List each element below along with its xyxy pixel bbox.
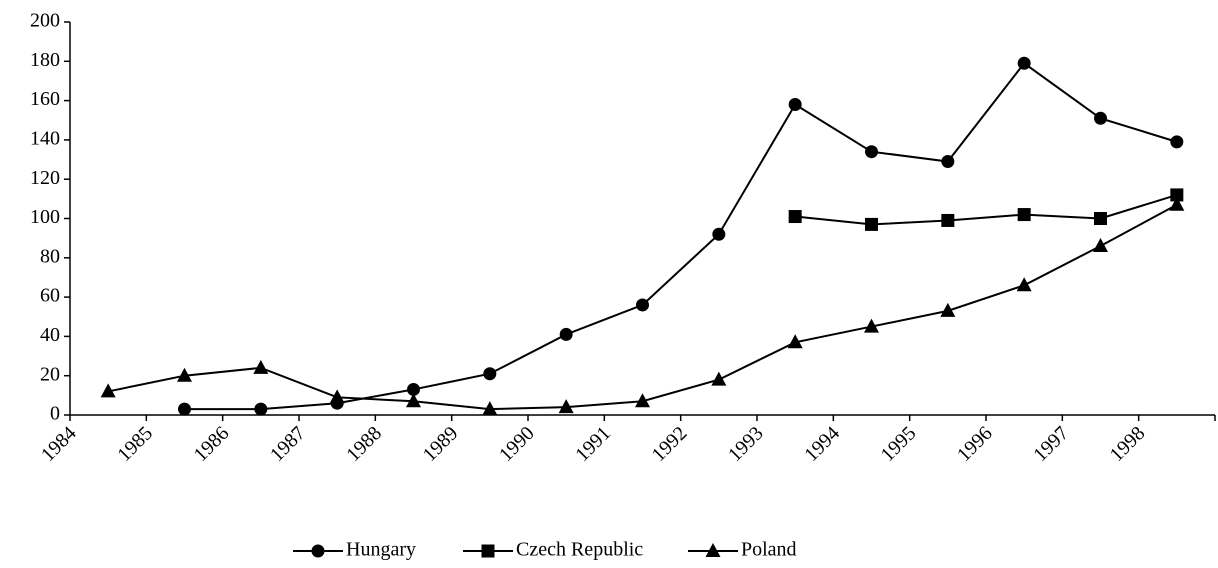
y-tick-label: 20 <box>40 363 60 385</box>
marker <box>100 383 116 398</box>
x-tick-label: 1985 <box>113 422 157 466</box>
legend-label: Czech Republic <box>516 539 643 561</box>
marker <box>559 327 573 341</box>
marker <box>635 393 650 408</box>
marker <box>705 543 721 557</box>
marker <box>941 213 955 227</box>
legend-label: Hungary <box>346 539 416 561</box>
marker <box>329 389 345 404</box>
y-tick-label: 80 <box>40 245 60 267</box>
marker <box>178 402 191 416</box>
marker <box>407 382 420 396</box>
x-tick-label: 1988 <box>342 422 386 466</box>
x-tick-label: 1993 <box>724 422 768 466</box>
marker <box>406 393 421 408</box>
marker <box>788 210 802 224</box>
marker <box>177 367 192 382</box>
x-tick-label: 1992 <box>648 422 692 466</box>
x-tick-label: 1995 <box>877 422 921 466</box>
marker <box>1170 188 1184 202</box>
marker <box>1169 196 1185 211</box>
x-tick-label: 1998 <box>1106 422 1150 466</box>
marker <box>941 155 955 169</box>
marker <box>712 227 726 241</box>
y-tick-label: 200 <box>30 10 60 32</box>
x-tick-label: 1994 <box>800 422 844 466</box>
x-tick-label: 1997 <box>1029 422 1073 466</box>
y-tick-label: 140 <box>30 127 60 149</box>
marker <box>481 544 495 558</box>
y-tick-label: 180 <box>30 49 60 71</box>
legend-label: Poland <box>741 539 797 561</box>
y-tick-label: 100 <box>30 206 60 228</box>
marker <box>711 371 727 386</box>
series-line <box>795 193 1178 226</box>
marker <box>482 401 498 416</box>
series-line <box>184 61 1178 411</box>
marker <box>940 302 956 317</box>
marker <box>1093 238 1108 253</box>
x-tick-label: 1996 <box>953 422 997 466</box>
y-tick-label: 120 <box>30 167 60 189</box>
x-tick-label: 1991 <box>571 422 615 466</box>
x-tick-label: 1984 <box>37 422 81 466</box>
marker <box>636 298 649 312</box>
marker <box>864 318 879 333</box>
marker <box>1017 208 1031 222</box>
marker <box>1017 56 1031 70</box>
marker <box>1094 212 1107 225</box>
marker <box>787 334 803 349</box>
marker <box>483 367 497 381</box>
y-tick-label: 60 <box>40 285 60 307</box>
marker <box>788 98 802 112</box>
marker <box>558 399 574 414</box>
x-tick-label: 1989 <box>419 422 463 466</box>
marker <box>865 145 878 159</box>
x-tick-label: 1986 <box>190 422 234 466</box>
x-tick-label: 1987 <box>266 422 310 466</box>
x-tick-label: 1990 <box>495 422 539 466</box>
marker <box>865 217 878 231</box>
y-tick-label: 40 <box>40 324 60 346</box>
marker <box>253 359 269 374</box>
marker <box>311 544 325 558</box>
marker <box>1094 111 1107 125</box>
y-tick-label: 0 <box>50 403 60 425</box>
y-tick-label: 160 <box>30 88 60 110</box>
marker <box>1016 277 1032 292</box>
marker <box>1170 135 1184 149</box>
marker <box>254 402 268 416</box>
